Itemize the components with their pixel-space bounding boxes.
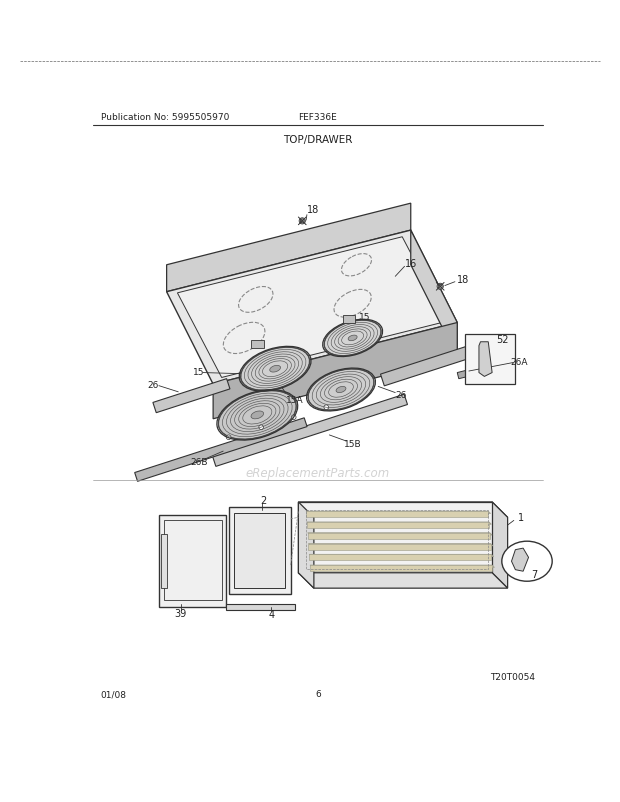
- Text: 15: 15: [358, 313, 370, 322]
- Circle shape: [259, 425, 264, 430]
- Polygon shape: [309, 544, 493, 546]
- Polygon shape: [381, 342, 487, 387]
- Text: 39: 39: [174, 608, 187, 618]
- Polygon shape: [458, 369, 474, 379]
- Ellipse shape: [218, 391, 296, 439]
- Ellipse shape: [324, 321, 381, 356]
- Polygon shape: [308, 533, 492, 536]
- Text: 4: 4: [268, 609, 274, 619]
- Polygon shape: [251, 341, 264, 349]
- Polygon shape: [167, 231, 458, 385]
- Text: 18: 18: [456, 274, 469, 284]
- Text: 15B: 15B: [344, 439, 361, 448]
- Polygon shape: [298, 502, 314, 589]
- Circle shape: [437, 284, 443, 290]
- Text: 01/08: 01/08: [100, 690, 126, 699]
- Polygon shape: [310, 565, 492, 572]
- Polygon shape: [465, 334, 515, 385]
- Text: 1: 1: [518, 512, 524, 523]
- Polygon shape: [153, 379, 230, 413]
- Polygon shape: [342, 315, 355, 323]
- Polygon shape: [161, 535, 167, 589]
- Polygon shape: [177, 237, 446, 378]
- Text: 16: 16: [405, 259, 417, 269]
- Text: T20T0054: T20T0054: [490, 672, 534, 681]
- Polygon shape: [307, 522, 489, 529]
- Ellipse shape: [348, 336, 357, 342]
- Text: 26B: 26B: [190, 457, 208, 466]
- Polygon shape: [229, 508, 291, 594]
- Polygon shape: [306, 512, 489, 517]
- Polygon shape: [309, 544, 490, 550]
- Text: 15A: 15A: [286, 395, 303, 404]
- Polygon shape: [512, 549, 528, 572]
- Text: 6: 6: [315, 690, 321, 699]
- Polygon shape: [306, 512, 490, 514]
- Polygon shape: [309, 555, 491, 561]
- Text: 52: 52: [496, 334, 508, 344]
- Polygon shape: [213, 395, 407, 467]
- Text: eReplacementParts.com: eReplacementParts.com: [246, 467, 390, 480]
- Ellipse shape: [241, 348, 309, 391]
- Circle shape: [300, 220, 304, 224]
- Circle shape: [291, 415, 296, 420]
- Text: 2: 2: [260, 495, 267, 505]
- Polygon shape: [492, 502, 508, 589]
- Polygon shape: [298, 502, 508, 517]
- Ellipse shape: [270, 366, 280, 373]
- Polygon shape: [226, 604, 294, 610]
- Text: 26: 26: [147, 380, 158, 389]
- Polygon shape: [298, 573, 508, 589]
- Polygon shape: [298, 502, 492, 573]
- Polygon shape: [310, 565, 495, 568]
- Polygon shape: [309, 555, 494, 557]
- Polygon shape: [167, 204, 410, 293]
- Text: 7: 7: [531, 569, 538, 580]
- Polygon shape: [479, 342, 492, 377]
- Polygon shape: [213, 323, 458, 419]
- Circle shape: [438, 285, 442, 289]
- Text: 18: 18: [307, 205, 319, 215]
- Polygon shape: [234, 513, 285, 589]
- Ellipse shape: [502, 541, 552, 581]
- Circle shape: [299, 218, 306, 225]
- Text: FEF336E: FEF336E: [298, 113, 337, 122]
- Polygon shape: [410, 231, 458, 358]
- Polygon shape: [308, 533, 490, 539]
- Polygon shape: [135, 419, 307, 482]
- Polygon shape: [307, 522, 491, 525]
- Polygon shape: [159, 516, 226, 608]
- Ellipse shape: [308, 370, 374, 411]
- Text: Publication No: 5995505970: Publication No: 5995505970: [100, 113, 229, 122]
- Text: 26: 26: [396, 390, 407, 399]
- Text: 26A: 26A: [510, 357, 528, 366]
- Ellipse shape: [336, 387, 346, 393]
- Circle shape: [324, 405, 329, 410]
- Text: 15: 15: [193, 367, 205, 376]
- Ellipse shape: [251, 411, 264, 419]
- Circle shape: [226, 435, 231, 440]
- Text: TOP/DRAWER: TOP/DRAWER: [283, 135, 352, 144]
